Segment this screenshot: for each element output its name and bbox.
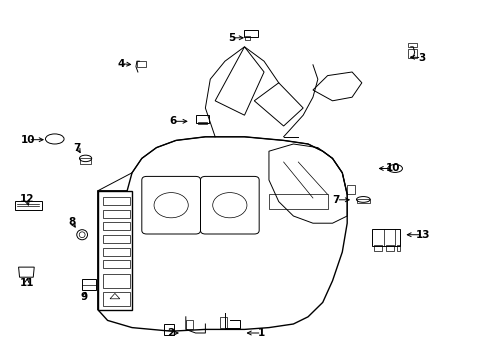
Bar — [102, 274, 129, 288]
Bar — [356, 199, 369, 203]
Text: 7: 7 — [332, 195, 340, 205]
Text: 10: 10 — [21, 135, 36, 145]
Bar — [373, 245, 381, 251]
Bar — [137, 61, 145, 67]
Bar — [15, 201, 41, 210]
Bar — [407, 49, 416, 58]
Bar — [102, 197, 129, 205]
Bar — [245, 36, 250, 40]
Text: 6: 6 — [169, 116, 176, 126]
Bar — [197, 122, 207, 124]
Bar — [396, 245, 399, 251]
Bar — [102, 248, 129, 256]
Text: 12: 12 — [20, 194, 34, 204]
Bar — [371, 229, 399, 246]
Bar — [195, 115, 209, 123]
Bar — [102, 292, 129, 306]
Text: 1: 1 — [258, 328, 264, 338]
Text: 8: 8 — [69, 217, 76, 228]
Bar — [98, 191, 132, 310]
Bar — [243, 30, 258, 37]
Text: 2: 2 — [167, 328, 174, 338]
Bar — [102, 210, 129, 218]
Bar — [163, 324, 173, 335]
Bar — [220, 317, 227, 328]
Bar — [346, 185, 354, 194]
Text: 5: 5 — [228, 33, 235, 43]
Text: 13: 13 — [415, 230, 429, 240]
Bar — [407, 43, 416, 47]
Text: 11: 11 — [20, 278, 34, 288]
Bar — [102, 222, 129, 230]
Text: 4: 4 — [117, 59, 125, 69]
Bar — [385, 245, 393, 251]
Text: 9: 9 — [81, 292, 87, 302]
Text: 3: 3 — [417, 53, 424, 63]
Bar — [268, 194, 327, 209]
Bar — [82, 279, 96, 290]
Text: 7: 7 — [73, 143, 81, 153]
Bar — [185, 320, 193, 329]
Bar — [102, 260, 129, 268]
Bar — [102, 235, 129, 243]
Bar — [80, 158, 91, 164]
Text: 10: 10 — [385, 163, 399, 174]
